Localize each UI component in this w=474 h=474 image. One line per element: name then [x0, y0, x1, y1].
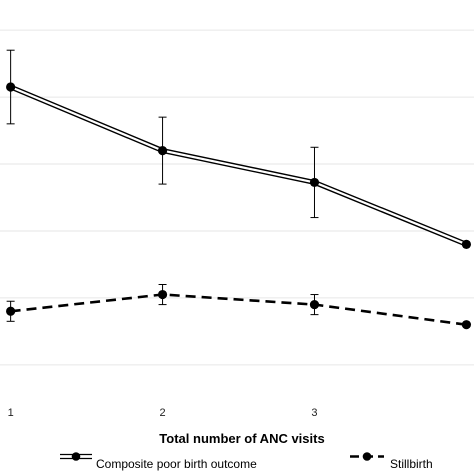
grid-lines: [0, 29, 474, 366]
data-point-1: [6, 306, 16, 316]
data-point-1: [6, 82, 16, 92]
series-line-inner: [10, 85, 467, 246]
legend-label-composite: Composite poor birth outcome: [96, 457, 257, 471]
legend-label-stillbirth: Stillbirth: [390, 457, 433, 471]
data-point-2: [157, 146, 168, 156]
x-tick-label-2: 2: [159, 407, 165, 419]
x-tick-labels: 1 2 3: [8, 407, 318, 419]
x-tick-label-3: 3: [311, 407, 317, 419]
legend-marker-stillbirth: [362, 452, 372, 461]
data-point-2: [157, 289, 168, 300]
data-point-3: [309, 177, 320, 188]
legend-marker-composite: [71, 452, 81, 461]
legend: Composite poor birth outcome Stillbirth: [60, 452, 433, 471]
series-line: [10, 293, 467, 326]
series-composite: [6, 49, 472, 249]
legend-item-stillbirth: Stillbirth: [350, 452, 433, 471]
data-point-3: [309, 299, 320, 310]
x-tick-label-1: 1: [8, 407, 14, 419]
series-layer: [6, 49, 472, 330]
data-point-4: [461, 239, 472, 249]
x-axis-title: Total number of ANC visits: [159, 431, 324, 446]
series-stillbirth: [6, 284, 472, 330]
data-point-4: [461, 320, 472, 330]
legend-item-composite: Composite poor birth outcome: [60, 452, 257, 471]
